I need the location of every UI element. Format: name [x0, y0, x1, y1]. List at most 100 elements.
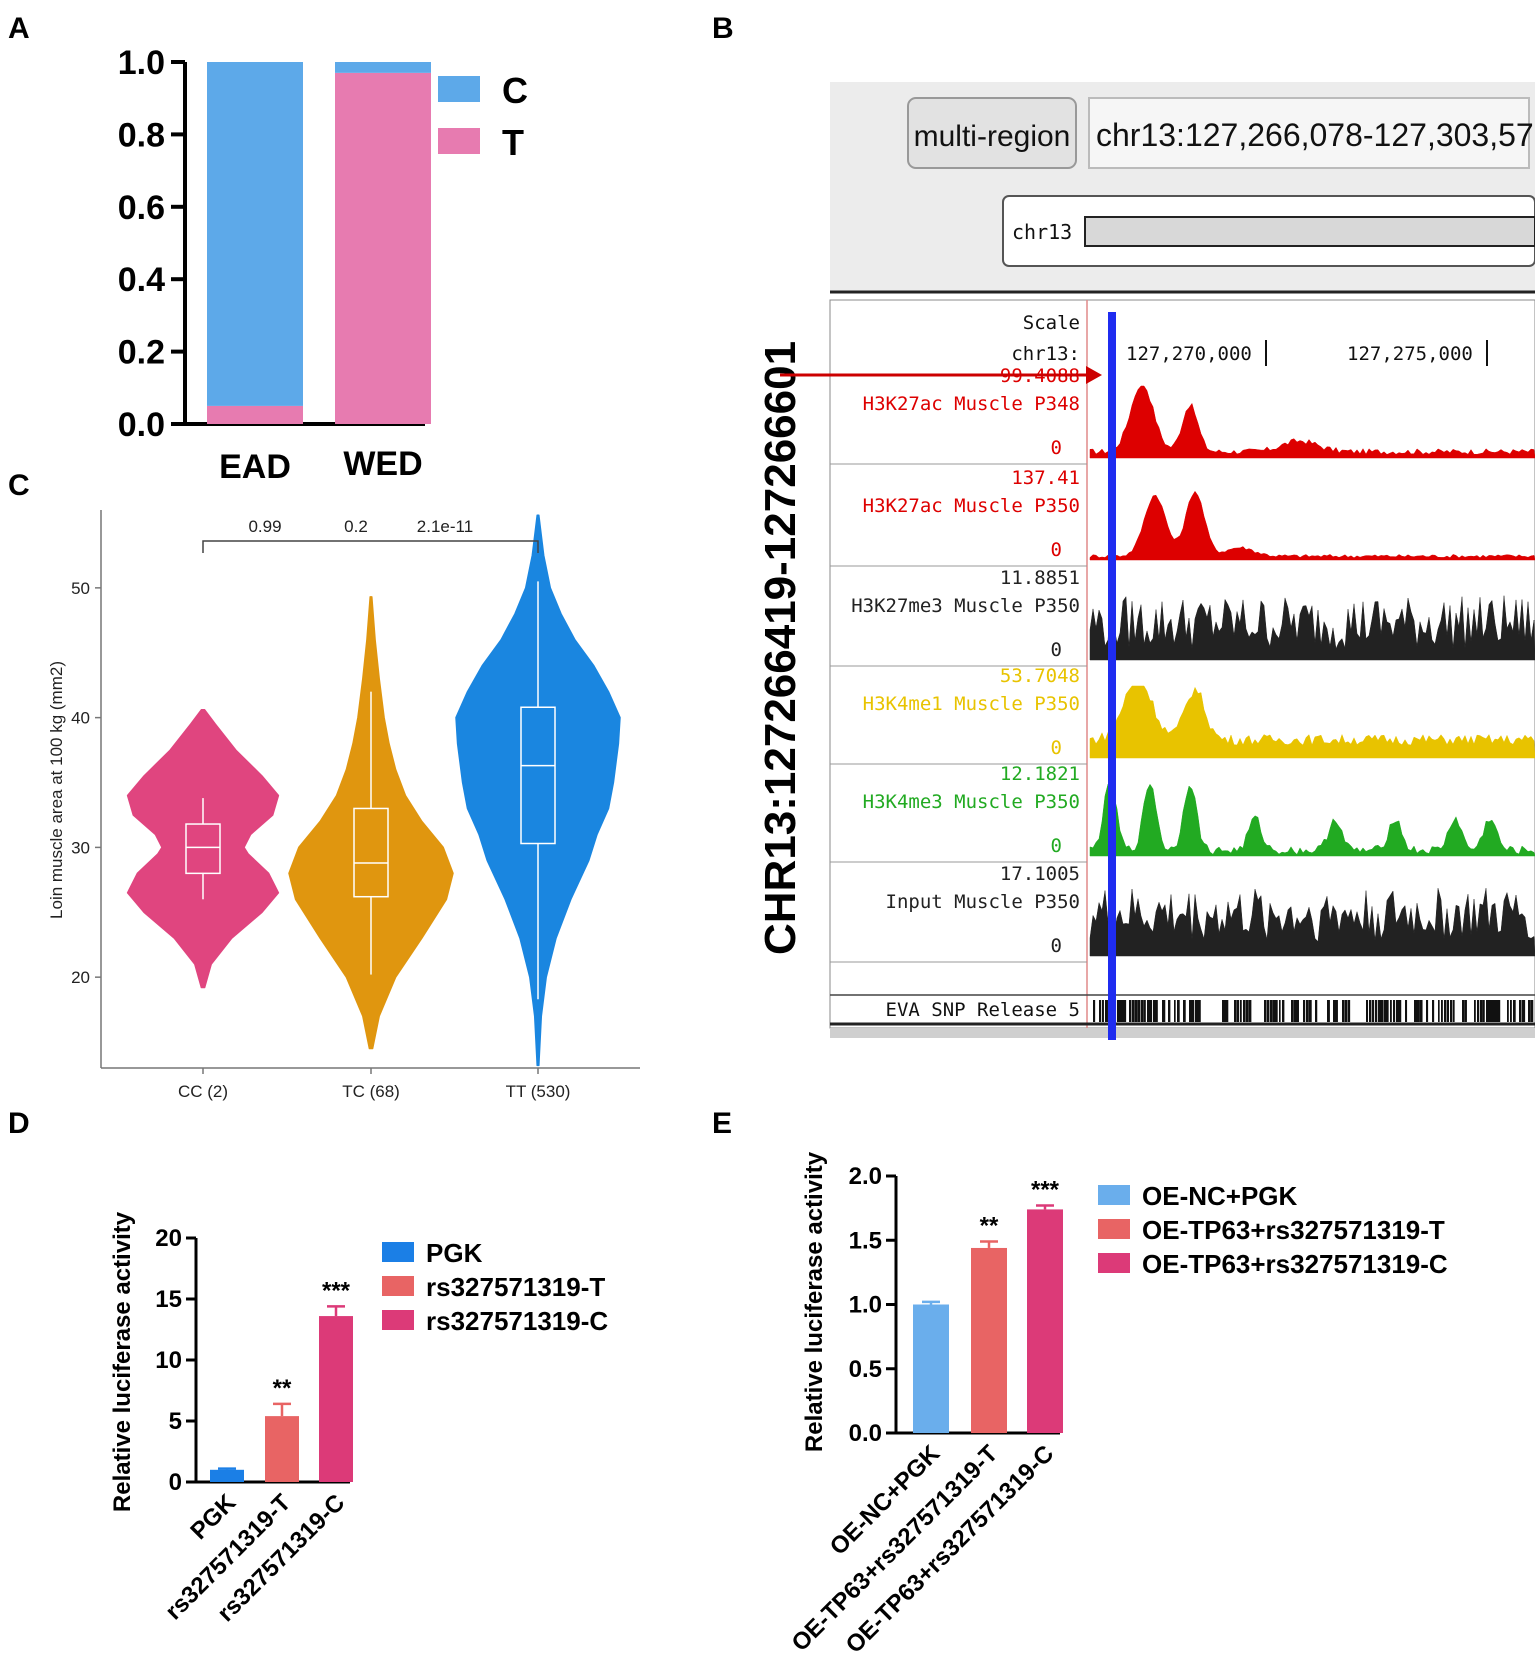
chart-e-legend-swatch-ncpgk: [1098, 1185, 1130, 1205]
multi-region-label: multi-region: [914, 120, 1071, 153]
chart-e-ytick-label: 1.5: [849, 1227, 882, 1254]
snp-mark: [1393, 1000, 1396, 1022]
snp-mark: [1156, 1000, 1158, 1022]
track-signal: [1089, 783, 1535, 857]
snp-mark: [1480, 1000, 1483, 1022]
track-signal: [1089, 888, 1535, 957]
chart-d-ytick-label: 20: [155, 1225, 182, 1252]
chart-d-legend-t: rs327571319-T: [426, 1272, 605, 1302]
snp-mark: [1141, 1000, 1144, 1022]
chart-e-ytick-label: 2.0: [849, 1163, 882, 1190]
snp-track-label: EVA SNP Release 5: [886, 999, 1080, 1021]
chart-a-bar-c: [335, 62, 431, 73]
track-max-value: 17.1005: [1000, 863, 1080, 885]
browser-scrollbar[interactable]: [830, 1028, 1535, 1038]
multi-region-button[interactable]: [907, 97, 1077, 169]
scale-tick-1: 127,270,000: [1126, 343, 1252, 365]
chart-a-legend-c: C: [502, 70, 528, 111]
track-min-value: 0: [1051, 639, 1062, 661]
track-min-value: 0: [1051, 437, 1062, 459]
snp-mark: [1381, 1000, 1384, 1022]
chart-e-bar: [1027, 1209, 1063, 1433]
snp-mark: [1492, 1000, 1496, 1022]
snp-mark: [1327, 1000, 1330, 1022]
snp-mark: [1177, 1000, 1180, 1022]
position-box[interactable]: [1088, 97, 1530, 169]
snp-mark: [1294, 1000, 1298, 1022]
track-max-value: 137.41: [1011, 467, 1080, 489]
snp-mark: [1309, 1000, 1312, 1022]
chart-d-legend-pgk: PGK: [426, 1238, 483, 1268]
snp-mark: [1123, 1000, 1127, 1022]
chart-e-category-label: OE-TP63+rs327571319-C: [841, 1440, 1060, 1659]
chart-d-significance: **: [273, 1375, 292, 1402]
snp-mark: [1297, 1000, 1299, 1022]
snp-mark: [1342, 1000, 1345, 1022]
chart-c-box: [353, 807, 389, 898]
chart-a-ytick-label: 0.0: [118, 406, 165, 444]
chart-d-ytick-label: 5: [169, 1408, 182, 1435]
chart-c-ytick-label: 50: [71, 579, 90, 598]
snp-mark: [1195, 1000, 1199, 1022]
chart-a-bar-c: [207, 62, 303, 406]
snp-mark: [1498, 1000, 1501, 1022]
snp-mark: [1135, 1000, 1138, 1022]
snp-mark: [1432, 1000, 1435, 1022]
chart-e-legend-t: OE-TP63+rs327571319-T: [1142, 1215, 1445, 1245]
chart-a-bar-t: [335, 72, 431, 425]
chart-e-legend-swatch-t: [1098, 1219, 1130, 1239]
snp-mark: [1369, 1000, 1372, 1022]
genome-browser-panel: CHR13:127266419-127266601 multi-region c…: [756, 82, 1535, 1040]
snp-mark: [1384, 1000, 1388, 1022]
chart-c-pvalue-2: 0.2: [344, 517, 368, 536]
chart-c-violin-tc: [288, 596, 454, 1050]
chart-c: Loin muscle area at 100 kg (mm2) 20 30 40 5…: [47, 510, 640, 1101]
snp-mark: [1303, 1000, 1306, 1022]
snp-mark: [1093, 1000, 1096, 1022]
snp-mark: [1282, 1000, 1285, 1022]
snp-mark: [1234, 1000, 1237, 1022]
track-name: Input Muscle P350: [886, 891, 1080, 913]
chart-c-ytick-label: 20: [71, 968, 90, 987]
snp-mark: [1117, 1000, 1121, 1022]
chart-a-bar-t: [207, 405, 303, 424]
chart-c-category-label: TT (530): [506, 1082, 571, 1101]
chart-a-category-ead: EAD: [219, 448, 291, 486]
chart-c-pvalue-1: 0.99: [248, 517, 281, 536]
chart-e-bar: [971, 1247, 1007, 1433]
snp-mark: [1264, 1000, 1267, 1022]
chart-c-violin-cc: [126, 709, 280, 989]
chart-e-ytick-label: 1.0: [849, 1292, 882, 1319]
snp-mark: [1486, 1000, 1490, 1022]
snp-mark: [1375, 1000, 1378, 1022]
track-signal: [1089, 685, 1535, 759]
track-name: H3K27ac Muscle P350: [863, 495, 1080, 517]
snp-mark: [1426, 1000, 1429, 1022]
chart-a-ytick-label: 0.4: [118, 261, 165, 299]
snp-mark: [1462, 1000, 1465, 1022]
snp-mark: [1438, 1000, 1440, 1022]
track-min-value: 0: [1051, 935, 1062, 957]
snp-mark: [1279, 1000, 1281, 1022]
panel-label-c: C: [8, 469, 30, 502]
snp-mark: [1465, 1000, 1467, 1022]
snp-mark: [1444, 1000, 1447, 1022]
snp-mark: [1276, 1000, 1278, 1022]
snp-mark: [1129, 1000, 1132, 1022]
chart-d-bar: [210, 1469, 244, 1482]
chart-e-legend-ncpgk: OE-NC+PGK: [1142, 1181, 1298, 1211]
chart-e-ytick-label: 0.5: [849, 1356, 882, 1383]
track-max-value: 12.1821: [1000, 763, 1080, 785]
snp-mark: [1450, 1000, 1453, 1022]
snp-mark: [1390, 1000, 1392, 1022]
snp-mark: [1249, 1000, 1252, 1022]
snp-mark: [1483, 1000, 1485, 1022]
track-name: H3K27ac Muscle P348: [863, 393, 1080, 415]
snp-mark: [1405, 1000, 1408, 1022]
chr-label: chr13:: [1011, 343, 1080, 365]
track-min-value: 0: [1051, 835, 1062, 857]
panel-label-e: E: [712, 1107, 732, 1140]
snp-mark: [1270, 1000, 1273, 1022]
track-name: H3K4me1 Muscle P350: [863, 693, 1080, 715]
track-signal: [1089, 490, 1535, 561]
